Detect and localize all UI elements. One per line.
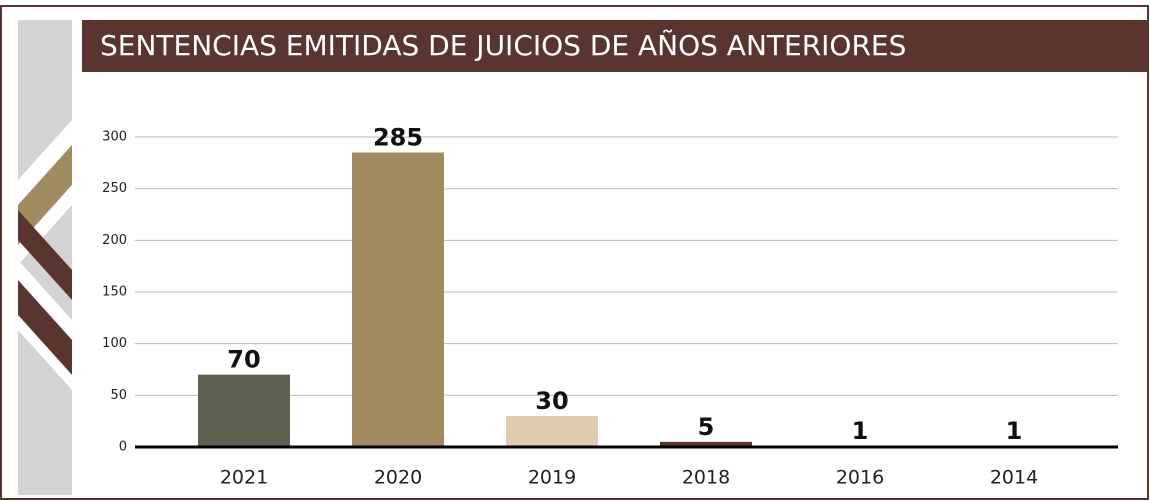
value-label: 1	[852, 417, 869, 445]
x-tick-label: 2014	[990, 467, 1038, 489]
x-tick-label: 2018	[682, 467, 730, 489]
bar	[352, 152, 444, 447]
chart-title: SENTENCIAS EMITIDAS DE JUICIOS DE AÑOS A…	[100, 29, 906, 62]
bar	[506, 416, 598, 447]
value-label: 30	[535, 387, 568, 415]
stripe	[18, 145, 72, 245]
bar	[198, 374, 290, 447]
value-label: 285	[373, 124, 423, 152]
y-tick-label: 50	[110, 388, 127, 403]
x-tick-label: 2016	[836, 467, 884, 489]
x-tick-label: 2020	[374, 467, 422, 489]
stripe	[18, 120, 72, 205]
value-label: 1	[1006, 417, 1023, 445]
x-tick-label: 2021	[220, 467, 268, 489]
stripe	[18, 210, 72, 300]
y-tick-label: 200	[102, 233, 127, 248]
title-bar	[82, 20, 1148, 72]
y-tick-label: 100	[102, 336, 127, 351]
stripe	[18, 315, 72, 390]
bar	[660, 441, 752, 447]
stripe	[18, 260, 72, 340]
stripe	[18, 280, 72, 375]
value-label: 5	[698, 413, 715, 441]
y-tick-label: 0	[119, 440, 127, 455]
value-label: 70	[227, 346, 260, 374]
y-tick-label: 150	[102, 285, 127, 300]
y-tick-label: 250	[102, 181, 127, 196]
y-tick-label: 300	[102, 130, 127, 145]
frame	[0, 5, 1149, 500]
x-tick-label: 2019	[528, 467, 576, 489]
